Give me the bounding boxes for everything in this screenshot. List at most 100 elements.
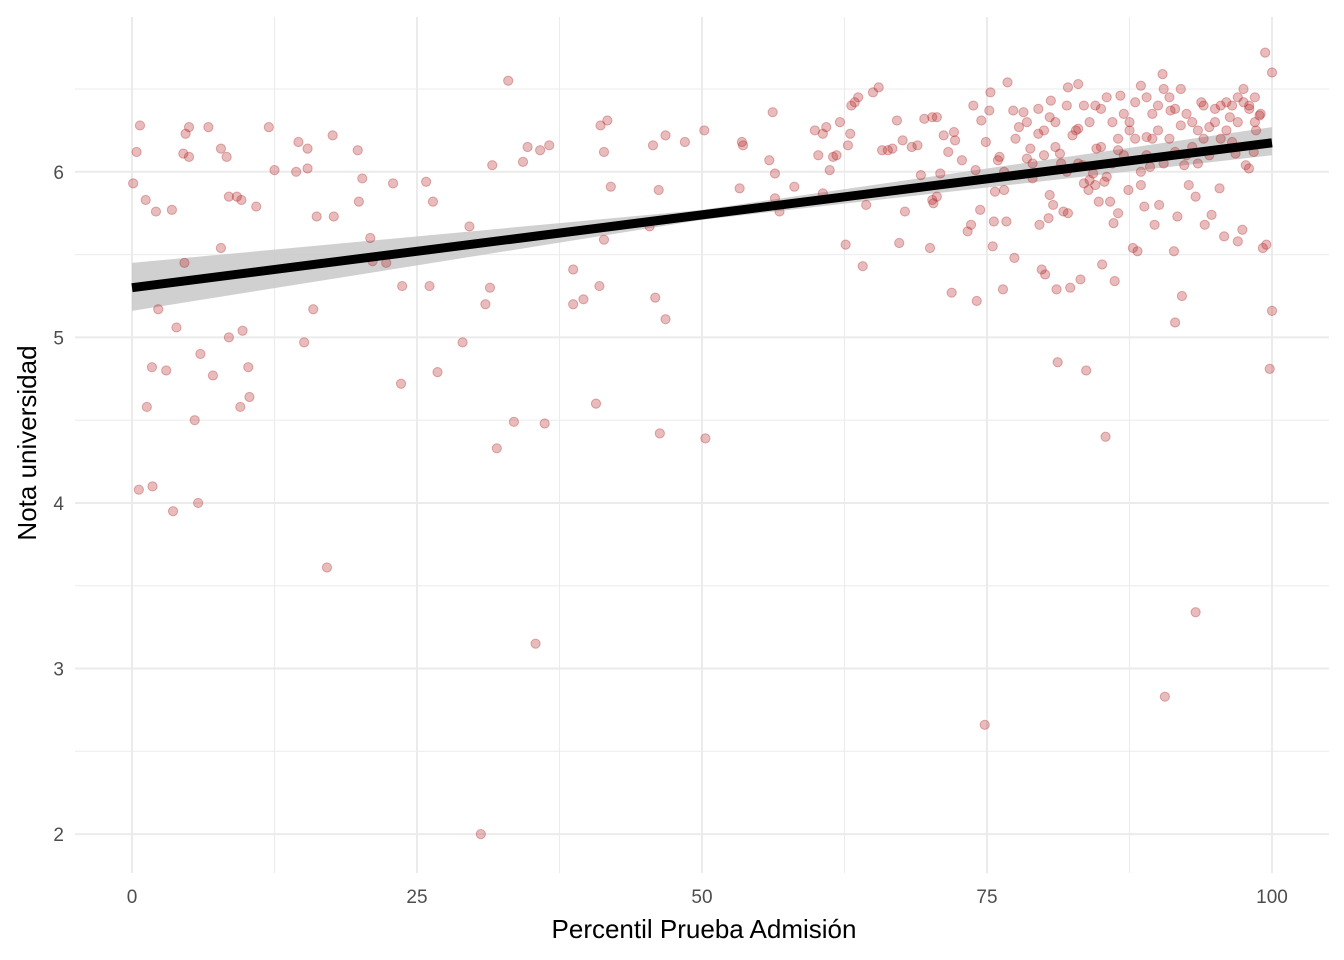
data-point <box>1033 128 1044 139</box>
data-point <box>699 125 710 136</box>
data-point <box>1214 183 1225 194</box>
data-point <box>1130 133 1141 144</box>
data-point <box>971 295 982 307</box>
data-point <box>141 401 152 413</box>
y-tick-label: 3 <box>53 660 64 681</box>
data-point <box>595 120 606 131</box>
data-point <box>1052 357 1063 368</box>
data-point <box>215 242 227 254</box>
data-point <box>845 128 856 139</box>
data-point <box>809 125 820 136</box>
data-point <box>365 232 376 244</box>
data-point <box>1181 108 1192 119</box>
data-point <box>1061 100 1072 111</box>
data-point <box>1067 130 1078 141</box>
data-point <box>1097 259 1108 270</box>
data-point <box>263 122 274 133</box>
data-point <box>530 638 541 649</box>
data-point <box>849 97 860 108</box>
data-point <box>1175 120 1186 131</box>
data-point <box>943 146 954 158</box>
data-point <box>1187 117 1198 128</box>
data-point <box>1038 150 1050 161</box>
data-point <box>147 481 158 492</box>
data-point <box>1065 282 1076 293</box>
data-point <box>1139 201 1150 212</box>
data-point <box>994 151 1005 163</box>
data-point <box>1219 231 1230 242</box>
data-point <box>1266 67 1278 78</box>
data-point <box>484 282 496 293</box>
x-tick-label: 50 <box>691 887 712 908</box>
data-point <box>1001 216 1012 227</box>
data-point <box>1118 108 1129 119</box>
data-point <box>244 391 255 403</box>
data-point <box>1062 82 1074 93</box>
data-point <box>1135 166 1147 177</box>
data-point <box>1215 133 1226 144</box>
data-point <box>167 506 179 517</box>
data-point <box>840 239 851 250</box>
data-point <box>1084 117 1095 128</box>
data-point <box>1044 189 1055 201</box>
data-point <box>352 145 363 156</box>
data-point <box>1078 100 1090 111</box>
data-point <box>1176 290 1188 302</box>
data-point <box>1009 252 1020 264</box>
data-point <box>1025 143 1036 154</box>
data-point <box>980 136 991 148</box>
data-point <box>700 433 711 444</box>
data-point <box>1036 264 1047 275</box>
data-point <box>873 82 884 93</box>
data-point <box>1115 90 1126 101</box>
data-point <box>1158 83 1169 95</box>
x-tick-label: 0 <box>127 887 138 908</box>
data-point <box>153 304 164 315</box>
data-point <box>1152 125 1164 136</box>
data-point <box>1157 69 1168 80</box>
data-point <box>737 140 749 151</box>
data-point <box>1048 199 1059 211</box>
data-point <box>223 332 234 343</box>
data-point <box>602 115 613 126</box>
data-point <box>1109 275 1120 287</box>
data-point <box>1179 160 1190 171</box>
data-point <box>1075 274 1086 285</box>
data-point <box>397 280 408 292</box>
data-point <box>395 378 407 389</box>
data-point <box>134 120 146 131</box>
data-point <box>660 314 671 325</box>
data-point <box>1249 92 1261 103</box>
data-point <box>894 237 905 249</box>
data-point <box>899 206 911 217</box>
data-point <box>1244 103 1255 114</box>
data-point <box>487 160 498 171</box>
data-point <box>1044 112 1055 123</box>
data-point <box>1105 196 1116 207</box>
data-point <box>1221 125 1232 136</box>
data-point <box>1101 92 1112 103</box>
fit-line <box>131 138 1273 293</box>
data-point <box>299 337 310 348</box>
data-point <box>821 122 832 133</box>
data-point <box>178 148 189 159</box>
data-point <box>464 221 475 232</box>
data-point <box>979 719 990 730</box>
data-point <box>1101 171 1112 182</box>
data-point <box>1013 122 1025 133</box>
data-point <box>180 128 191 139</box>
data-point <box>302 143 313 154</box>
data-point <box>1095 103 1107 114</box>
data-point <box>789 181 800 192</box>
data-point <box>1243 163 1255 174</box>
data-point <box>970 165 981 176</box>
data-point <box>824 165 835 176</box>
data-point <box>457 337 468 348</box>
data-point <box>568 264 579 275</box>
fit-line-group <box>131 138 1273 293</box>
data-point <box>1113 133 1124 144</box>
data-point <box>544 140 555 151</box>
data-point <box>1135 179 1147 191</box>
data-point <box>834 117 846 128</box>
